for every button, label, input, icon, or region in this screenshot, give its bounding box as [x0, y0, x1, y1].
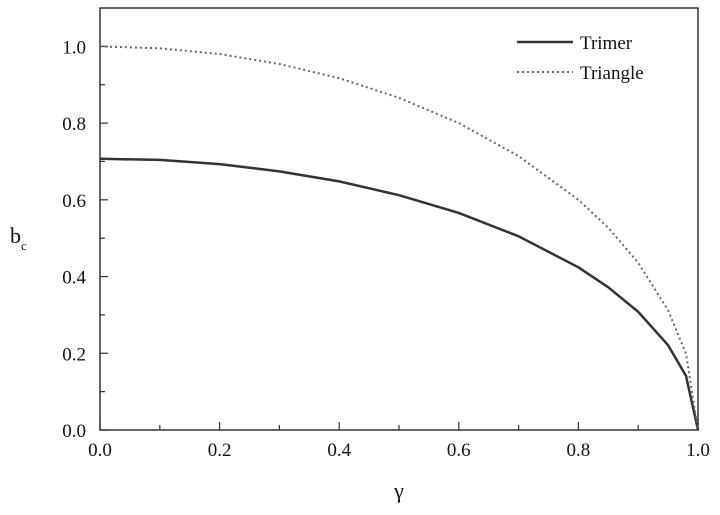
legend-label-trimer: Trimer [580, 33, 633, 54]
x-tick-label: 0.4 [327, 440, 351, 461]
y-tick-label: 0.8 [62, 114, 86, 135]
x-axis-ticks: 0.0 0.2 0.4 0.6 0.8 1.0 [88, 422, 710, 461]
series-line-triangle [99, 45, 699, 431]
series-layer [99, 45, 700, 431]
legend-label-triangle: Triangle [580, 63, 644, 84]
y-axis-label: bc [10, 223, 27, 253]
y-tick-label: 0.4 [62, 268, 86, 289]
series-line-trimer [99, 157, 700, 431]
x-tick-label: 0.8 [567, 440, 591, 461]
legend: Trimer Triangle [517, 33, 644, 84]
y-axis-ticks: 0.0 0.2 0.4 0.6 0.8 1.0 [62, 37, 108, 442]
y-tick-label: 0.2 [62, 344, 86, 365]
x-axis-label: γ [393, 478, 404, 503]
y-axis-label-subscript: c [21, 238, 27, 253]
x-tick-label: 0.0 [88, 440, 112, 461]
x-tick-label: 0.6 [447, 440, 471, 461]
y-tick-label: 1.0 [62, 37, 86, 58]
x-tick-label: 0.2 [208, 440, 232, 461]
y-axis-label-main: b [10, 223, 21, 248]
x-tick-label: 1.0 [686, 440, 710, 461]
y-tick-label: 0.6 [62, 191, 86, 212]
y-tick-label: 0.0 [62, 421, 86, 442]
